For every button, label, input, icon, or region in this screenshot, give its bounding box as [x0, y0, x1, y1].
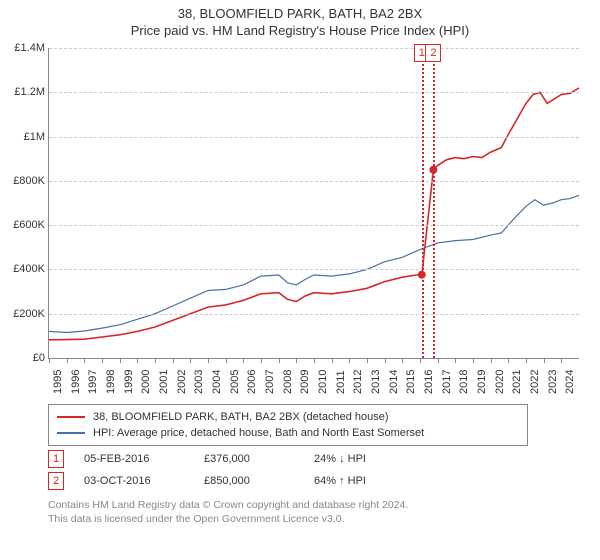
sales-table: 1 05-FEB-2016£376,00024% ↓ HPI 2 03-OCT-201… [48, 448, 568, 492]
sale-date: 05-FEB-2016 [84, 453, 204, 465]
legend-label: 38, BLOOMFIELD PARK, BATH, BA2 2BX (deta… [93, 411, 389, 423]
y-axis-label: £1M [0, 131, 45, 143]
chart-container: 38, BLOOMFIELD PARK, BATH, BA2 2BX Price… [0, 0, 600, 560]
legend-label: HPI: Average price, detached house, Bath… [93, 427, 424, 439]
y-axis-label: £1.2M [0, 86, 45, 98]
y-gridline [49, 314, 579, 315]
y-gridline [49, 137, 579, 138]
y-axis-label: £1.4M [0, 42, 45, 54]
sale-price: £850,000 [204, 475, 314, 487]
legend-row: 38, BLOOMFIELD PARK, BATH, BA2 2BX (deta… [57, 409, 519, 425]
legend-swatch [57, 416, 85, 418]
sale-row: 2 03-OCT-2016£850,00064% ↑ HPI [48, 470, 568, 492]
sale-id-box: 2 [48, 472, 64, 490]
series-property-line [49, 88, 579, 340]
y-axis-label: £600K [0, 219, 45, 231]
footer-line-2: This data is licensed under the Open Gov… [48, 512, 578, 526]
y-axis-label: £0 [0, 352, 45, 364]
x-axis-labels: 1995199619971998199920002001200220032004… [48, 358, 578, 402]
series-hpi-line [49, 195, 579, 332]
legend-box: 38, BLOOMFIELD PARK, BATH, BA2 2BX (deta… [48, 404, 528, 446]
footer-attribution: Contains HM Land Registry data © Crown c… [48, 498, 578, 526]
sale-marker-line [433, 48, 435, 358]
sale-marker-line [422, 48, 424, 358]
legend-row: HPI: Average price, detached house, Bath… [57, 425, 519, 441]
footer-line-1: Contains HM Land Registry data © Crown c… [48, 498, 578, 512]
chart-subtitle: Price paid vs. HM Land Registry's House … [0, 23, 600, 38]
sale-id-box: 1 [48, 450, 64, 468]
sale-date: 03-OCT-2016 [84, 475, 204, 487]
x-axis-label: 2024 [564, 370, 600, 394]
sale-row: 1 05-FEB-2016£376,00024% ↓ HPI [48, 448, 568, 470]
y-axis-label: £200K [0, 308, 45, 320]
chart-plot-area: £0£200K£400K£600K£800K£1M£1.2M£1.4M12 [48, 48, 579, 359]
y-gridline [49, 92, 579, 93]
sale-marker-box: 2 [425, 44, 441, 62]
sale-hpi-diff: 24% ↓ HPI [314, 453, 434, 465]
y-gridline [49, 48, 579, 49]
y-gridline [49, 269, 579, 270]
sale-hpi-diff: 64% ↑ HPI [314, 475, 434, 487]
title-block: 38, BLOOMFIELD PARK, BATH, BA2 2BX Price… [0, 0, 600, 38]
legend-swatch [57, 432, 85, 434]
chart-title: 38, BLOOMFIELD PARK, BATH, BA2 2BX [0, 6, 600, 21]
y-gridline [49, 181, 579, 182]
sale-price: £376,000 [204, 453, 314, 465]
chart-svg [49, 48, 579, 358]
y-gridline [49, 225, 579, 226]
y-axis-label: £400K [0, 263, 45, 275]
y-axis-label: £800K [0, 175, 45, 187]
